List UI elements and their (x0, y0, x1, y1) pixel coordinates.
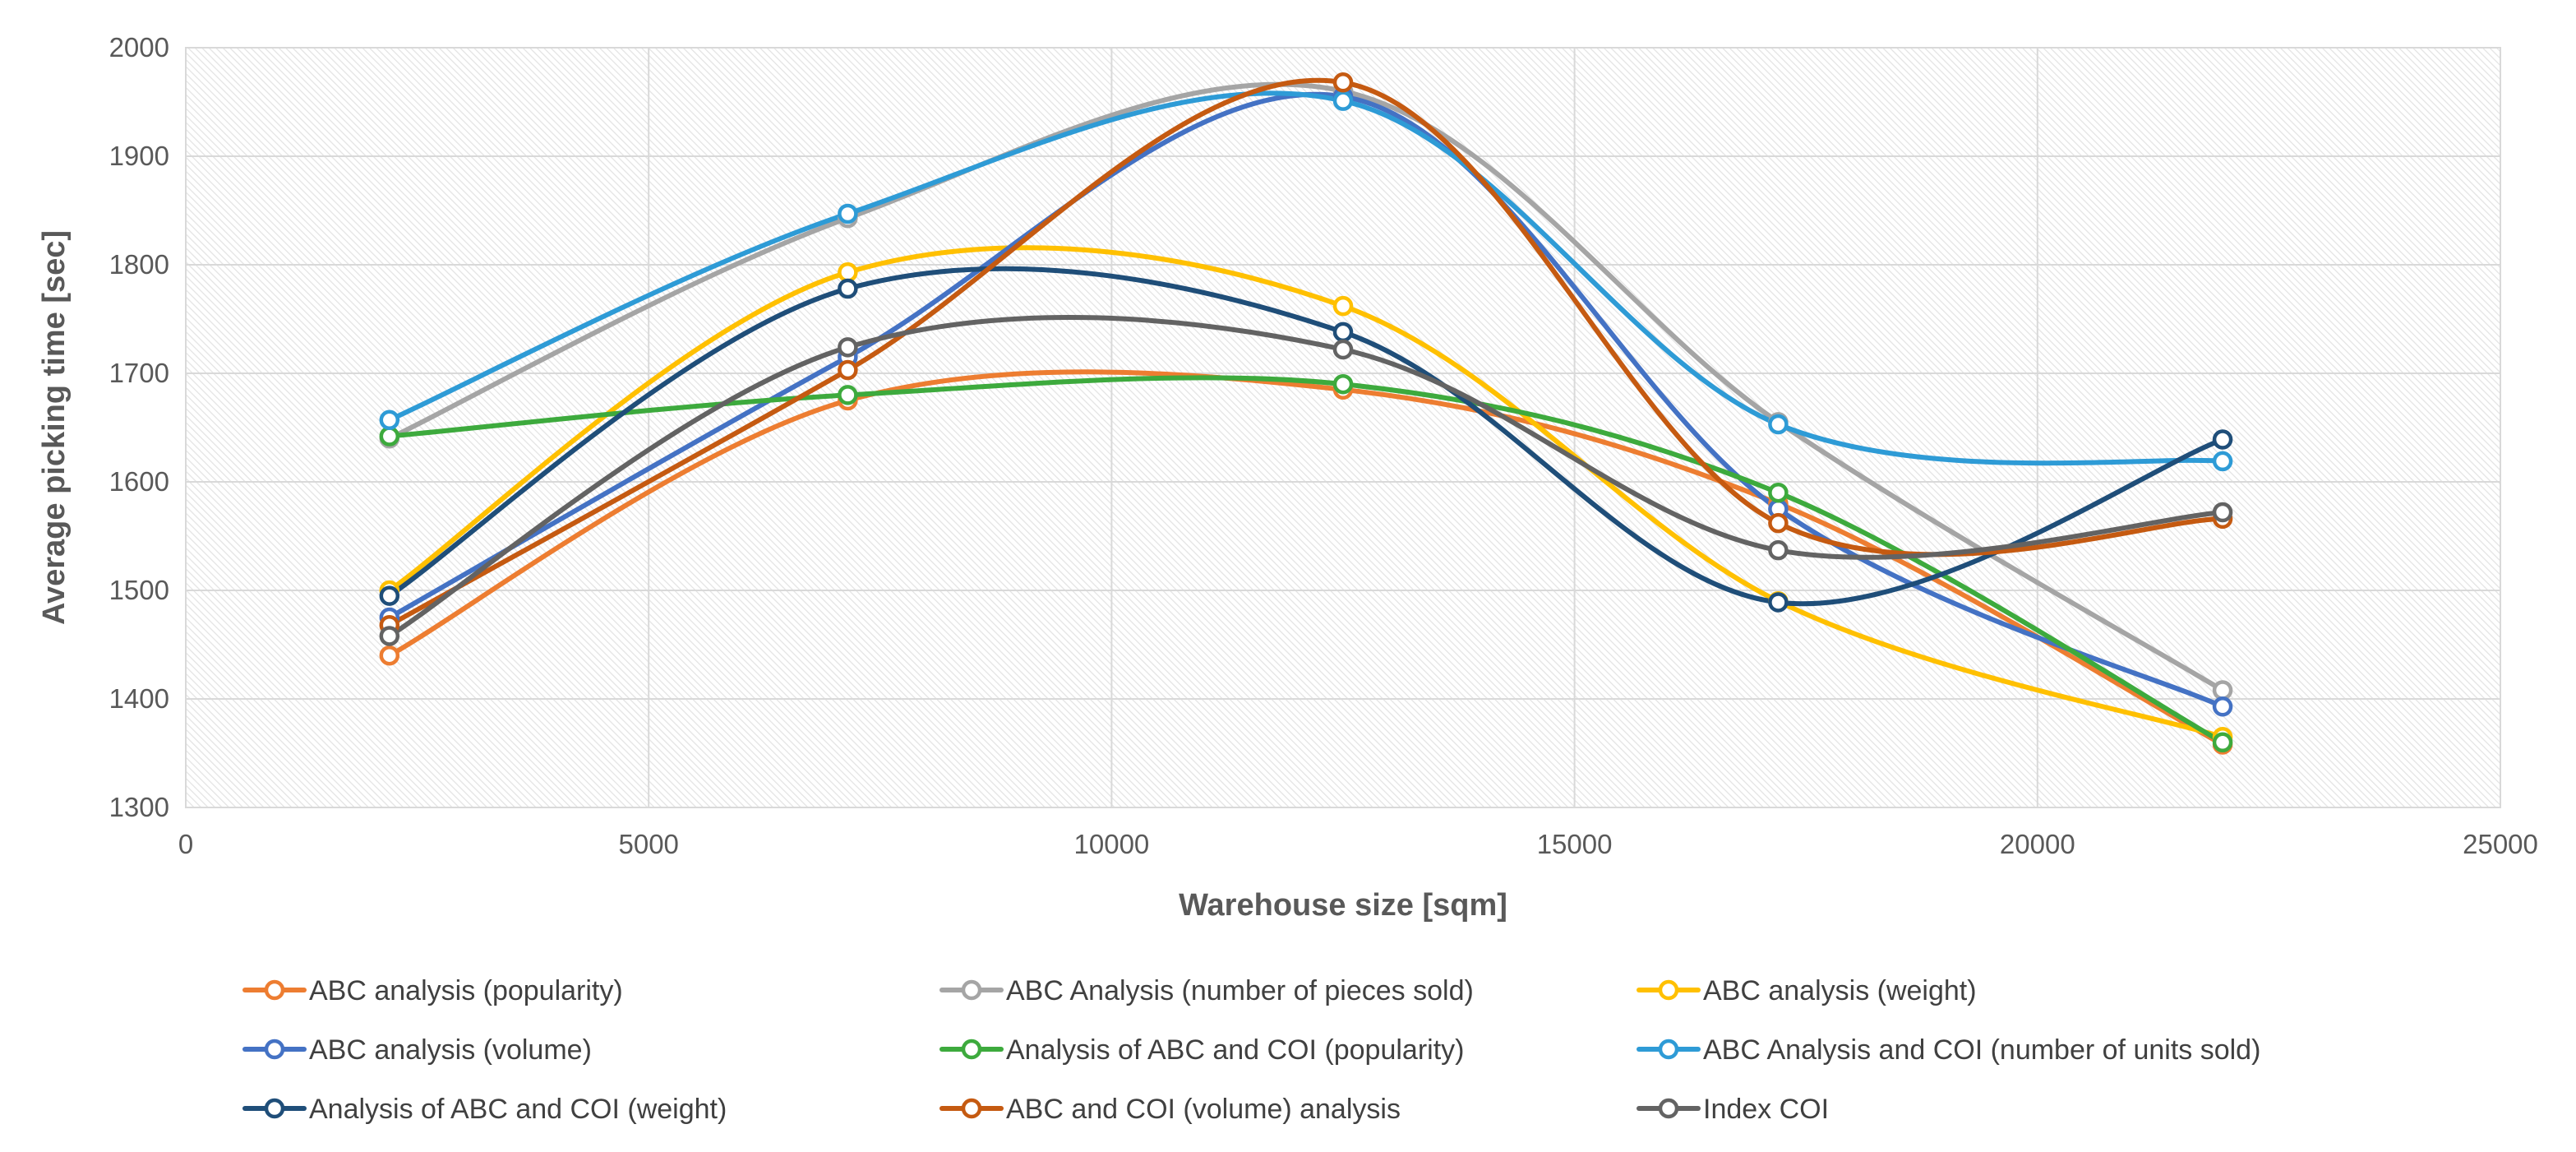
x-tick-label: 15000 (1537, 829, 1613, 859)
legend-label: ABC analysis (volume) (309, 1034, 592, 1066)
legend-label: ABC analysis (weight) (1703, 975, 1977, 1006)
y-tick-label: 1800 (109, 249, 169, 280)
legend-item: ABC Analysis and COI (number of units so… (1637, 1034, 2260, 1066)
legend-label: Analysis of ABC and COI (weight) (309, 1094, 727, 1125)
series-6-point (1332, 90, 1354, 111)
series-2-point (2212, 680, 2233, 701)
legend-item: Analysis of ABC and COI (weight) (242, 1094, 727, 1125)
legend-item: Index COI (1637, 1094, 1829, 1125)
legend-item: ABC analysis (volume) (242, 1034, 592, 1066)
x-axis-title: Warehouse size [sqm] (1179, 888, 1507, 923)
legend-item: ABC analysis (popularity) (242, 975, 623, 1006)
series-6-point (838, 203, 858, 224)
x-tick-label: 25000 (2463, 829, 2538, 859)
series-5-point (1332, 373, 1354, 395)
series-5-point (2212, 732, 2233, 753)
legend-swatch-marker (264, 979, 285, 1001)
series-9-point (2212, 502, 2233, 523)
series-8-point (1332, 72, 1354, 93)
legend-swatch-marker (961, 1098, 982, 1119)
legend-item: ABC Analysis (number of pieces sold) (939, 975, 1474, 1006)
legend-label: ABC Analysis and COI (number of units so… (1703, 1034, 2260, 1066)
x-tick-label: 0 (178, 829, 193, 859)
legend-label: Index COI (1703, 1094, 1829, 1125)
series-6-point (379, 409, 400, 431)
legend-swatch-marker (961, 979, 982, 1001)
y-tick-label: 1600 (109, 466, 169, 497)
series-6-point (2212, 451, 2233, 472)
series-9-point (379, 626, 400, 646)
series-1-point (379, 645, 400, 666)
x-tick-label: 10000 (1074, 829, 1150, 859)
legend-label: ABC Analysis (number of pieces sold) (1006, 975, 1474, 1006)
y-axis-title: Average picking time [sec] (37, 230, 72, 625)
y-tick-label: 1500 (109, 575, 169, 605)
legend-label: ABC and COI (volume) analysis (1006, 1094, 1401, 1125)
series-9-point (1332, 339, 1354, 360)
y-tick-label: 2000 (109, 32, 169, 62)
plot-area (185, 47, 2501, 808)
legend-label: Analysis of ABC and COI (popularity) (1006, 1034, 1464, 1066)
series-5-point (838, 385, 858, 405)
legend-swatch-marker (1658, 979, 1679, 1001)
y-tick-label: 1700 (109, 358, 169, 388)
legend-swatch-marker (961, 1039, 982, 1060)
legend-swatch-marker (1658, 1098, 1679, 1119)
series-5-point (1768, 482, 1789, 503)
legend-item: ABC analysis (weight) (1637, 975, 1977, 1006)
series-3-point (838, 261, 858, 283)
legend-swatch-marker (264, 1098, 285, 1119)
series-7-point (2212, 429, 2233, 450)
series-7-point (1768, 592, 1789, 613)
legend-item: ABC and COI (volume) analysis (939, 1094, 1401, 1125)
y-tick-label: 1900 (109, 141, 169, 171)
series-4-point (2212, 696, 2233, 717)
data-markers (379, 72, 2233, 755)
series-7-point (838, 278, 858, 299)
legend: ABC analysis (popularity) ABC Analysis (n… (242, 975, 2260, 1125)
series-9-point (1768, 539, 1789, 561)
legend-swatch-marker (264, 1039, 285, 1060)
series-6-point (1768, 414, 1789, 435)
legend-item: Analysis of ABC and COI (popularity) (939, 1034, 1464, 1066)
series-7-point (379, 585, 400, 606)
series-8-point (1768, 512, 1789, 534)
x-tick-label: 20000 (2000, 829, 2075, 859)
legend-label: ABC analysis (popularity) (309, 975, 623, 1006)
series-9-point (838, 337, 858, 358)
series-3-point (1332, 295, 1354, 317)
y-tick-label: 1400 (109, 683, 169, 714)
y-tick-label: 1300 (109, 792, 169, 822)
series-8-point (838, 359, 858, 381)
series-7-point (1332, 322, 1354, 343)
x-tick-label: 5000 (618, 829, 678, 859)
series-5-point (379, 426, 400, 446)
legend-swatch-marker (1658, 1039, 1679, 1060)
